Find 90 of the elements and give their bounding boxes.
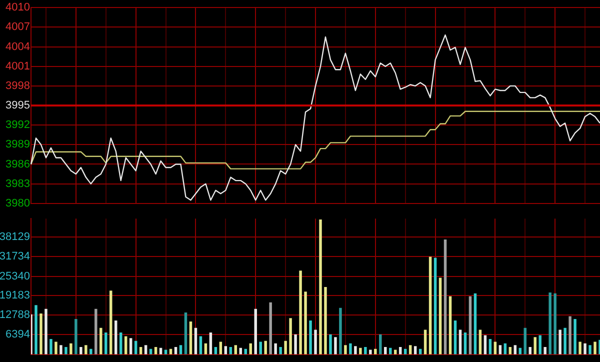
bar — [349, 343, 352, 354]
bar — [374, 348, 377, 354]
y-tick-label: 3983 — [6, 178, 30, 190]
bar — [94, 308, 98, 354]
y-tick-label: 4010 — [6, 2, 30, 14]
bar — [189, 321, 192, 354]
bar — [304, 292, 307, 354]
bar — [299, 270, 302, 354]
y-tick-label: 25340 — [0, 270, 30, 282]
bar — [64, 347, 68, 354]
y-tick-label: 6394 — [6, 328, 30, 341]
bar — [379, 334, 382, 354]
y-tick-label: 19183 — [0, 289, 30, 302]
bar — [434, 258, 437, 354]
bar — [264, 340, 267, 354]
y-tick-label: 4001 — [6, 60, 30, 72]
bar — [80, 347, 82, 354]
bar — [384, 347, 387, 354]
bar — [544, 347, 546, 354]
bar — [104, 332, 108, 354]
bar — [364, 347, 367, 354]
bar — [254, 308, 257, 354]
bar — [474, 293, 477, 354]
bar — [109, 290, 112, 354]
bar — [209, 332, 212, 354]
bar — [84, 345, 88, 354]
bar — [70, 343, 72, 354]
bar — [319, 220, 322, 354]
bar — [578, 342, 582, 354]
bar — [54, 342, 58, 354]
bar — [464, 332, 467, 354]
bar — [274, 343, 277, 354]
bar — [249, 343, 252, 354]
bar — [329, 334, 332, 354]
bar — [269, 302, 272, 354]
bar — [438, 278, 442, 354]
bar — [114, 320, 118, 354]
bar — [90, 348, 92, 354]
bar — [324, 286, 327, 354]
bar — [184, 312, 188, 354]
bar — [534, 337, 536, 354]
bar — [50, 339, 52, 354]
bar — [584, 343, 586, 354]
y-tick-label: 4007 — [6, 21, 30, 34]
bar — [60, 345, 62, 354]
bar — [594, 342, 596, 354]
y-tick-label: 31734 — [0, 250, 30, 263]
bar — [289, 318, 292, 354]
bar — [538, 335, 542, 354]
y-tick-label: 3992 — [6, 119, 30, 132]
bar — [309, 320, 312, 354]
bar — [119, 332, 122, 354]
bar — [100, 328, 102, 354]
bar — [548, 292, 552, 354]
bar — [74, 318, 78, 354]
bar — [448, 296, 452, 354]
bar — [574, 318, 576, 354]
bar — [468, 296, 472, 354]
y-tick-label: 3989 — [6, 138, 30, 151]
bar — [279, 347, 282, 354]
bar — [314, 330, 317, 354]
bar — [34, 305, 38, 354]
bar — [334, 337, 337, 354]
y-tick-label: 3986 — [6, 158, 30, 170]
bar — [344, 345, 347, 354]
bar — [339, 308, 342, 354]
bar — [588, 345, 592, 354]
bar — [259, 342, 262, 354]
bar — [568, 316, 572, 354]
bar — [428, 256, 432, 354]
bar — [284, 340, 287, 354]
bar — [558, 330, 562, 354]
bar — [40, 313, 42, 354]
y-tick-label: 3980 — [6, 197, 30, 210]
bar — [359, 348, 362, 354]
y-tick-label: 3998 — [6, 80, 30, 92]
bar — [444, 240, 447, 354]
bar — [124, 336, 128, 354]
bar — [354, 346, 357, 354]
bar — [294, 334, 297, 354]
y-tick-label: 38129 — [0, 231, 30, 244]
y-tick-label: 4004 — [6, 40, 30, 53]
bar — [564, 328, 566, 354]
bar — [369, 350, 372, 354]
bar — [454, 320, 457, 354]
bar — [199, 336, 202, 354]
y-tick-label: 3995 — [6, 100, 30, 112]
bar — [554, 293, 556, 354]
bar — [44, 308, 48, 354]
y-tick-label: 12788 — [0, 309, 30, 322]
